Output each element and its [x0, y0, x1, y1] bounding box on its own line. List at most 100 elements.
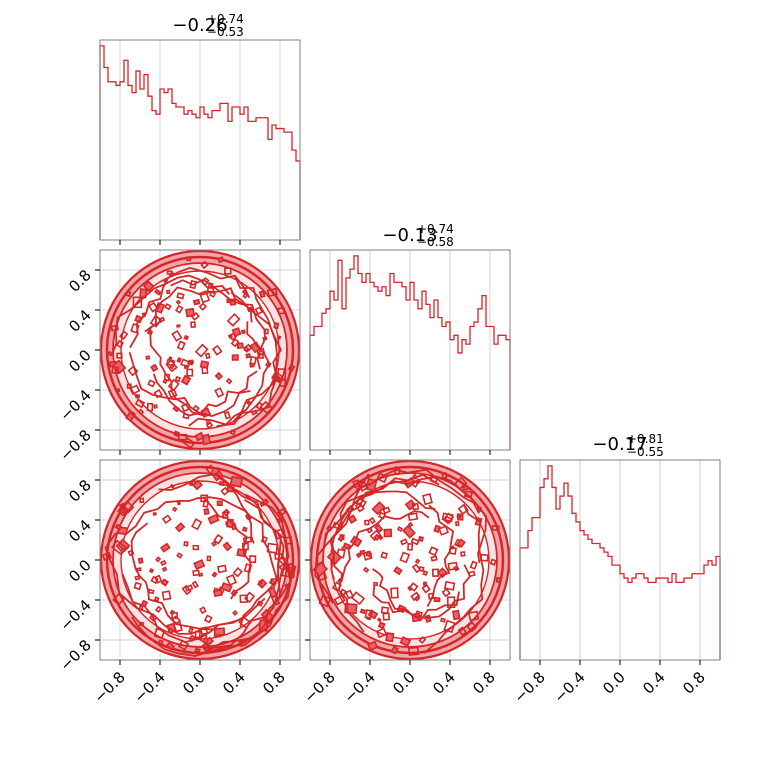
- contour-blob: [112, 592, 126, 606]
- contour-blob: [222, 541, 232, 552]
- contour-blob: [201, 642, 211, 653]
- contour-blob: [344, 589, 354, 600]
- contour-blob: [130, 411, 136, 417]
- contour-blob: [154, 574, 163, 584]
- contour-blob: [220, 486, 230, 496]
- contour-blob: [198, 302, 208, 311]
- contour-blob: [155, 605, 162, 613]
- title-param2: −0.13: [382, 225, 437, 246]
- y-tick-label: 0.8: [65, 476, 95, 506]
- contour-blob: [150, 575, 159, 585]
- contour-blob: [422, 570, 429, 577]
- contour-line: [372, 564, 472, 619]
- contour-blob: [174, 522, 186, 533]
- contour-blob: [161, 590, 172, 601]
- y-tick-label: 0.0: [65, 346, 95, 376]
- contour-blob: [198, 290, 211, 304]
- contour-line: [170, 278, 267, 370]
- contour-blob: [402, 524, 416, 539]
- contour-panel-param1-param3: [95, 459, 301, 665]
- contour-blob: [378, 535, 384, 541]
- contour-blob: [126, 383, 132, 390]
- contour-blob: [342, 542, 351, 550]
- contour-blob: [161, 566, 168, 572]
- contour-blob: [194, 343, 209, 358]
- contour-blob: [176, 552, 183, 559]
- x-tick-label: −0.4: [550, 668, 588, 706]
- contour-blob: [192, 569, 201, 577]
- contour-blob: [410, 537, 420, 546]
- contour-blob: [454, 521, 460, 527]
- contour-blob: [456, 513, 462, 519]
- contour-blob: [231, 354, 239, 361]
- contour-blob: [355, 552, 362, 559]
- title-param2-minus: −0.58: [417, 235, 454, 249]
- hist-step-line: [519, 465, 721, 660]
- contour-blob: [142, 280, 155, 293]
- contour-line: [129, 266, 251, 349]
- contour-blob: [277, 335, 282, 340]
- contour-blob: [431, 568, 440, 577]
- x-tick-label: −0.4: [340, 668, 378, 706]
- contour-blob: [377, 621, 386, 630]
- contour-blob: [283, 536, 293, 545]
- contour-blob: [129, 384, 141, 395]
- contour-blob: [211, 571, 218, 578]
- contour-blob: [160, 559, 167, 567]
- contour-line: [232, 275, 278, 423]
- contour-blob: [376, 617, 382, 623]
- contour-blob: [173, 430, 180, 438]
- contour-blob: [489, 558, 497, 566]
- y-tick-label: 0.0: [65, 556, 95, 586]
- contour-blob: [216, 500, 223, 507]
- contour-blob: [222, 508, 231, 517]
- contour-blob: [373, 581, 379, 587]
- x-tick-label: 0.8: [259, 668, 289, 698]
- contour-blob: [225, 574, 238, 586]
- contour-blob: [162, 377, 169, 385]
- contour-blob: [430, 555, 438, 562]
- contour-line: [372, 568, 460, 622]
- contour-blob: [217, 256, 225, 264]
- contour-blob: [201, 366, 209, 375]
- contour-blob: [359, 608, 367, 615]
- contour-blob: [191, 580, 199, 589]
- contour-blob: [375, 627, 388, 639]
- contour-blob: [175, 299, 182, 305]
- x-tick-label: 0.4: [219, 668, 249, 698]
- contour-blob: [150, 363, 159, 373]
- contour-blob: [137, 408, 145, 416]
- contour-blob: [120, 500, 135, 514]
- contour-blob: [350, 591, 366, 606]
- contour-blob: [171, 506, 178, 513]
- contour-blob: [133, 581, 142, 591]
- contour-blob: [165, 641, 176, 651]
- contour-line: [152, 370, 258, 417]
- contour-blob: [181, 584, 192, 596]
- contour-blob: [380, 606, 390, 615]
- contour-blob: [277, 307, 286, 315]
- contour-blob: [174, 304, 184, 314]
- contour-blob: [101, 552, 112, 561]
- contour-blob: [364, 609, 374, 620]
- contour-blob: [218, 481, 225, 487]
- contour-blob: [441, 472, 448, 480]
- contour-blob: [354, 501, 365, 513]
- contour-blob: [364, 519, 370, 526]
- contour-blob: [407, 512, 419, 522]
- contour-blob: [385, 632, 395, 643]
- contour-layer: [100, 460, 300, 660]
- contour-blob: [469, 560, 478, 570]
- contour-blob: [457, 626, 468, 637]
- contour-blob: [176, 357, 182, 363]
- x-tick-label: 0.0: [179, 668, 209, 698]
- contour-blob: [411, 502, 420, 511]
- contour-blob: [192, 479, 203, 491]
- contour-blob: [153, 404, 158, 409]
- contour-blob: [337, 534, 345, 543]
- title-param1-plus: +0.74: [207, 12, 244, 26]
- contour-blob: [146, 402, 154, 412]
- x-tick-label: −0.4: [130, 668, 168, 706]
- contour-blob: [421, 584, 431, 594]
